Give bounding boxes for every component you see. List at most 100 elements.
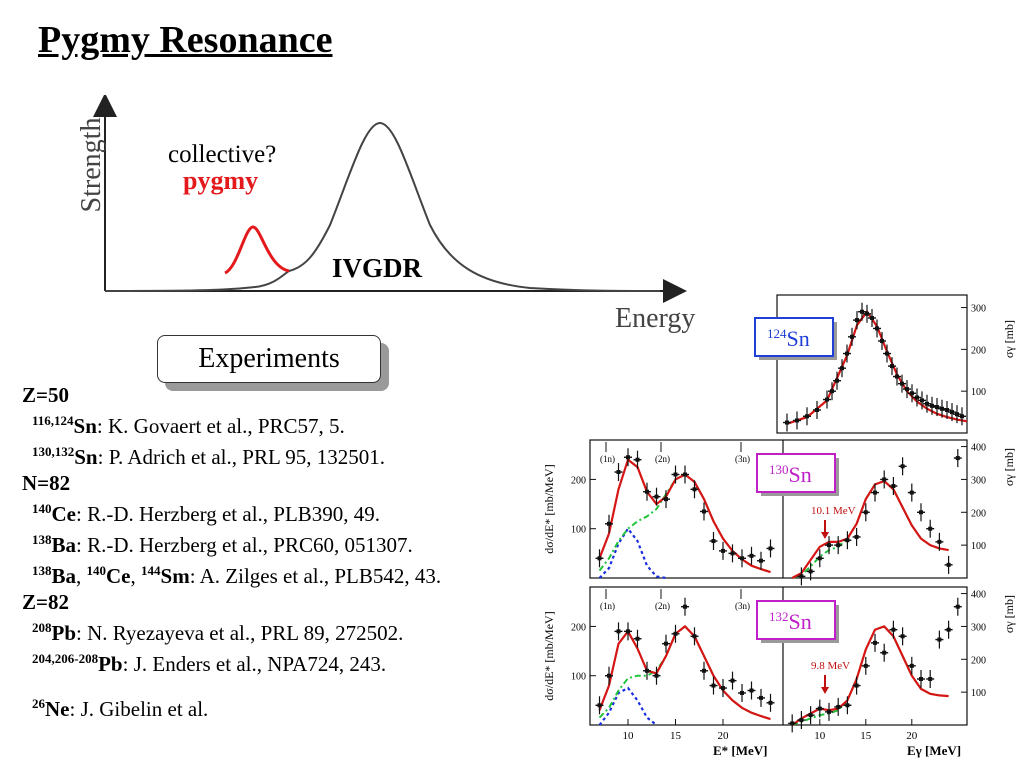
- isotope-label: 124Sn: [767, 326, 810, 351]
- peak-annotation: 10.1 MeV: [811, 505, 856, 517]
- element-symbol: Ba: [51, 533, 77, 557]
- isotope-mass: 140: [86, 563, 107, 578]
- element-symbol: Sm: [160, 564, 190, 588]
- neutron-threshold-label: (3n): [735, 454, 750, 464]
- data-point-right-132Sn: [799, 718, 804, 723]
- y-tick-label: 100: [571, 672, 586, 683]
- isotope-mass: 208: [32, 620, 52, 635]
- reference-text: : R.-D. Herzberg et al., PRC60, 051307.: [76, 533, 413, 557]
- data-point-left-130Sn: [711, 539, 716, 544]
- data-point-124sn: [935, 405, 939, 410]
- isotope-mass: 130,132: [32, 444, 75, 459]
- data-point-left-130Sn: [749, 553, 754, 558]
- data-point-right-132Sn: [854, 683, 859, 688]
- data-point-124sn: [865, 311, 869, 316]
- neutron-threshold-label: (1n): [600, 454, 615, 464]
- reference-text: : P. Adrich et al., PRL 95, 132501.: [97, 445, 385, 469]
- data-point-left-132Sn: [635, 636, 640, 641]
- data-point-right-130Sn: [919, 510, 923, 515]
- data-point-left-130Sn: [702, 509, 706, 514]
- data-point-left-132Sn: [683, 604, 687, 609]
- data-point-124sn: [890, 364, 894, 369]
- peak-annotation: 9.8 MeV: [811, 660, 850, 672]
- data-point-left-130Sn: [607, 521, 611, 526]
- experiments-box: Experiments: [157, 335, 381, 383]
- total-fit-132Sn: [598, 624, 771, 721]
- reference-text: ,: [130, 564, 142, 588]
- reference-item: 116,124Sn: K. Govaert et al., PRC57, 5.: [32, 408, 441, 439]
- data-point-124sn: [915, 395, 919, 400]
- y-tick-label: 400: [971, 443, 986, 454]
- y-tick-label: 200: [971, 655, 986, 666]
- isotope-label-box: [756, 453, 836, 493]
- data-point-right-132Sn: [919, 677, 923, 681]
- data-point-left-130Sn: [683, 472, 687, 477]
- element-symbol: Pb: [51, 621, 77, 645]
- reference-group-header: Z=82: [22, 590, 69, 614]
- isotope-element: Sn: [789, 462, 812, 487]
- isotope-mass: 138: [32, 532, 52, 547]
- data-point-left-130Sn: [645, 489, 649, 494]
- data-point-left-132Sn: [616, 629, 621, 634]
- data-point-124sn: [860, 309, 864, 314]
- x-tick-label: 15: [670, 730, 682, 742]
- gdr-fit-130Sn: [598, 473, 771, 574]
- reference-text: ,: [76, 564, 87, 588]
- element-symbol: Ce: [51, 502, 77, 526]
- data-point-left-132Sn: [721, 686, 725, 691]
- data-point-right-130Sn: [891, 484, 896, 488]
- data-point-124sn: [875, 326, 879, 331]
- data-point-left-130Sn: [664, 497, 668, 502]
- data-point-124sn: [825, 397, 829, 402]
- isotope-label-box: [754, 317, 834, 357]
- y-axis-label: Strength: [76, 118, 107, 213]
- data-point-right-130Sn: [817, 556, 822, 561]
- isotope-label: 130Sn: [769, 462, 812, 487]
- x-axis-label-left: E* [MeV]: [713, 743, 768, 758]
- data-point-right-130Sn: [873, 490, 877, 495]
- isotope-mass: 140: [32, 501, 52, 516]
- x-tick-label: 20: [906, 730, 918, 742]
- data-point-124sn: [905, 387, 909, 392]
- isotope-mass: 132: [769, 609, 789, 624]
- data-point-left-130Sn: [692, 487, 697, 492]
- data-point-right-130Sn: [854, 534, 859, 539]
- x-axis-label: Energy: [615, 303, 695, 334]
- data-point-left-130Sn: [673, 472, 678, 477]
- annotation-arrowhead: [821, 687, 829, 694]
- isotope-mass: 138: [32, 563, 52, 578]
- element-symbol: Ba: [51, 564, 77, 588]
- reference-text: : J. Gibelin et al.: [69, 697, 209, 721]
- y-tick-label: 200: [571, 475, 586, 486]
- neutron-threshold-label: (2n): [655, 454, 670, 464]
- data-point-left-132Sn: [740, 690, 744, 695]
- data-point-124sn: [955, 412, 959, 417]
- data-point-right-132Sn: [790, 721, 795, 726]
- reference-text: : J. Enders et al., NPA724, 243.: [122, 652, 387, 676]
- data-point-left-132Sn: [692, 634, 697, 639]
- data-point-left-132Sn: [730, 678, 735, 683]
- pygmy-fit-130Sn: [598, 526, 667, 580]
- y-tick-label: 200: [971, 508, 986, 519]
- y-tick-label: 100: [971, 541, 986, 552]
- isotope-element: Sn: [789, 609, 812, 634]
- data-point-right-132Sn: [827, 709, 831, 714]
- y-axis-label-right: σγ [mb]: [1002, 448, 1016, 486]
- data-point-124sn: [950, 410, 954, 415]
- reference-group-header: Z=50: [22, 383, 69, 407]
- data-point-right-130Sn: [900, 464, 905, 469]
- isotope-element: Sn: [787, 326, 810, 351]
- slide-title: Pygmy Resonance: [38, 19, 333, 61]
- reference-item: 208Pb: N. Ryezayeva et al., PRL 89, 2725…: [32, 615, 441, 646]
- isotope-mass: 130: [769, 462, 789, 477]
- data-point-right-130Sn: [955, 456, 960, 461]
- data-point-right-132Sn: [900, 634, 905, 639]
- data-point-left-132Sn: [711, 683, 716, 688]
- data-point-124sn: [795, 418, 799, 423]
- total-fit-right-130Sn: [791, 479, 949, 579]
- data-point-124sn: [835, 378, 839, 383]
- reference-text: : K. Govaert et al., PRC57, 5.: [96, 414, 345, 438]
- data-point-left-130Sn: [597, 556, 602, 561]
- data-point-right-130Sn: [946, 562, 951, 567]
- schematic-diagram: Strength Energy collective? pygmy IVGDR: [76, 95, 695, 334]
